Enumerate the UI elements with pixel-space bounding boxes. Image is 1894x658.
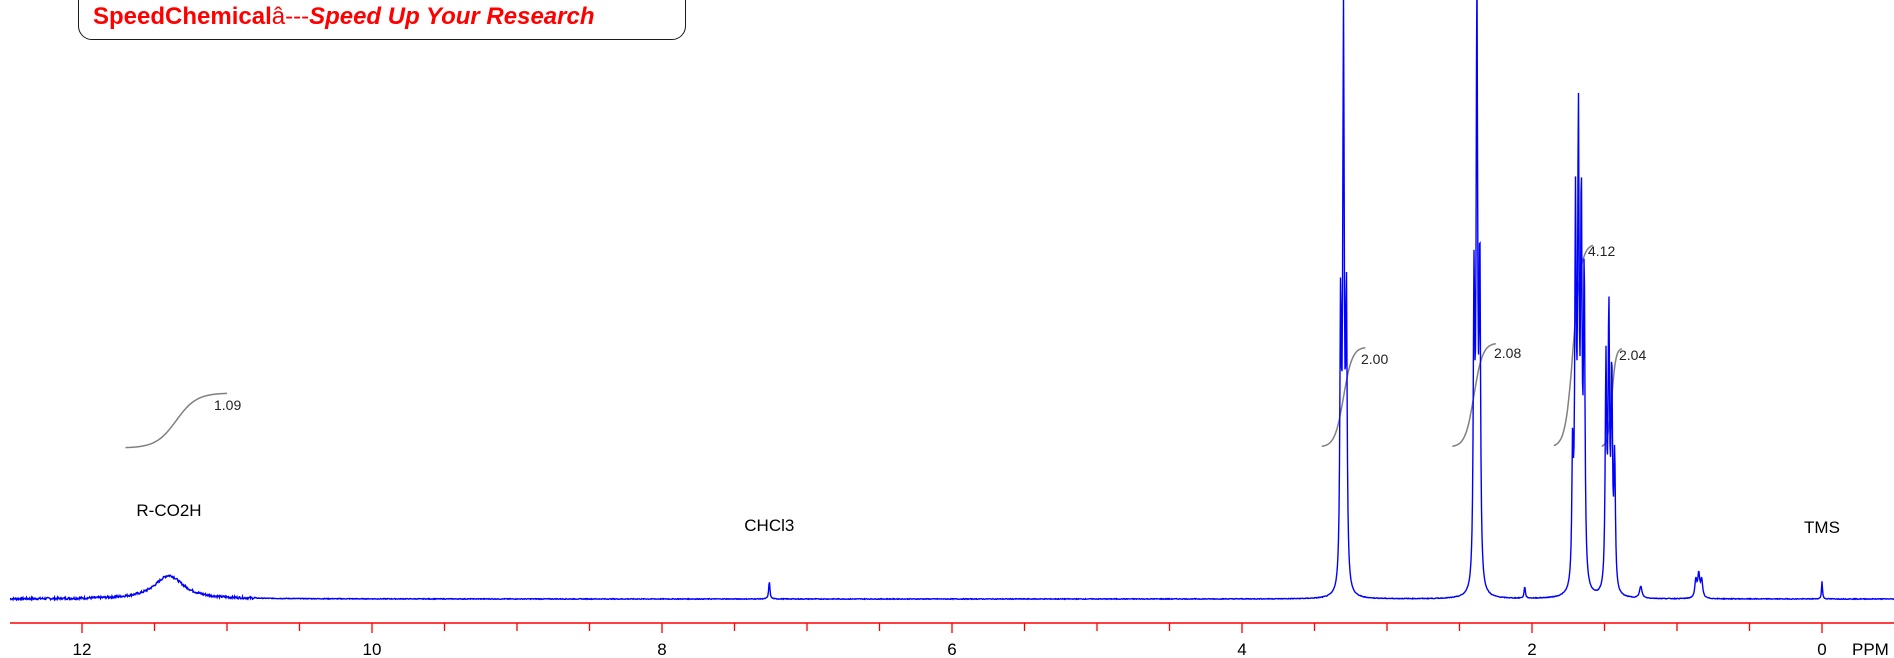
x-tick-label: 0 — [1817, 640, 1826, 658]
integral-curve — [1321, 346, 1366, 448]
spectrum-trace — [9, 0, 1894, 602]
integral-value-label: 4.12 — [1588, 243, 1615, 259]
x-tick-label: 12 — [73, 640, 92, 658]
integral-curve — [125, 392, 228, 449]
banner-separator: â--- — [271, 3, 310, 30]
peak-labels: R-CO2H CHCl3 TMS — [136, 501, 1840, 537]
peak-label: CHCl3 — [744, 516, 794, 535]
integral-value-label: 2.08 — [1494, 345, 1521, 361]
peak-label: R-CO2H — [136, 501, 201, 520]
brand-banner: SpeedChemicalâ---Speed Up Your Research — [78, 0, 686, 40]
x-tick-label: 2 — [1527, 640, 1536, 658]
integral-value-label: 1.09 — [214, 397, 241, 413]
x-tick-label: 4 — [1237, 640, 1246, 658]
integral-curves — [125, 244, 1623, 449]
peak-label: TMS — [1804, 518, 1840, 537]
x-tick-label: 6 — [947, 640, 956, 658]
integral-curve — [1452, 342, 1496, 448]
banner-brand: SpeedChemical — [93, 3, 272, 30]
x-tick-label: 10 — [363, 640, 382, 658]
x-axis-tick-labels: 12 10 8 6 4 2 0 — [73, 640, 1827, 658]
integral-curve — [1553, 244, 1594, 447]
x-tick-label: 8 — [657, 640, 666, 658]
banner-text: SpeedChemicalâ---Speed Up Your Research — [93, 3, 595, 31]
x-axis-unit-label: PPM — [1852, 640, 1889, 658]
integral-value-label: 2.04 — [1619, 347, 1646, 363]
integral-labels: 1.09 2.00 2.08 4.12 2.04 — [214, 243, 1646, 413]
banner-slogan: Speed Up Your Research — [309, 3, 595, 30]
x-axis-ticks — [81, 623, 1823, 633]
integral-value-label: 2.00 — [1361, 351, 1388, 367]
